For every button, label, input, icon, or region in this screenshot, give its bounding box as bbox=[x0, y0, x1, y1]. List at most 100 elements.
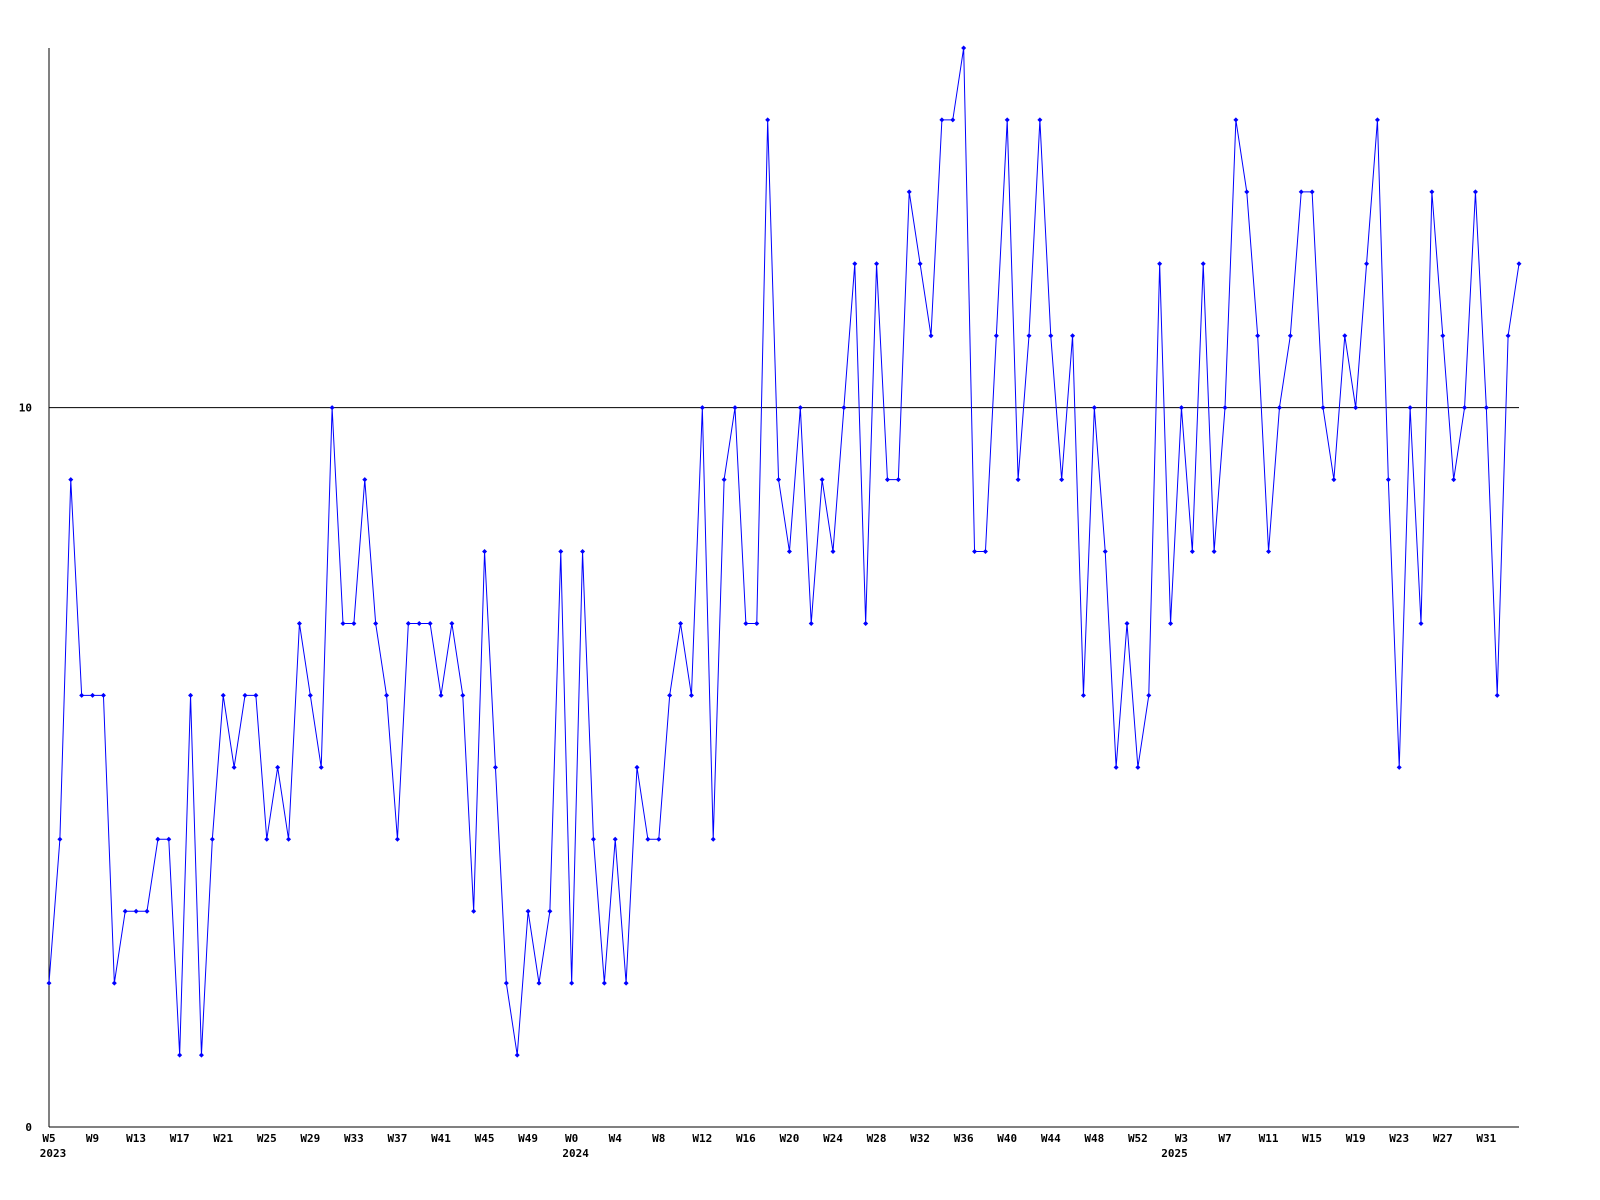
marker bbox=[765, 117, 771, 123]
marker bbox=[90, 692, 96, 698]
x-tick-label: W15 bbox=[1302, 1132, 1322, 1145]
x-tick-label: W16 bbox=[736, 1132, 756, 1145]
marker bbox=[427, 620, 433, 626]
marker bbox=[46, 980, 52, 986]
marker bbox=[688, 692, 694, 698]
marker bbox=[580, 549, 586, 555]
marker bbox=[1189, 549, 1195, 555]
marker bbox=[351, 620, 357, 626]
marker bbox=[460, 692, 466, 698]
marker bbox=[950, 117, 956, 123]
marker bbox=[1146, 692, 1152, 698]
x-tick-label: W17 bbox=[170, 1132, 190, 1145]
marker bbox=[819, 477, 825, 483]
marker bbox=[830, 549, 836, 555]
marker bbox=[1331, 477, 1337, 483]
marker bbox=[884, 477, 890, 483]
marker bbox=[547, 908, 553, 914]
marker bbox=[514, 1052, 520, 1058]
marker bbox=[797, 405, 803, 411]
x-tick-label: W29 bbox=[300, 1132, 320, 1145]
x-tick-label: W0 bbox=[565, 1132, 578, 1145]
marker bbox=[1026, 333, 1032, 339]
marker bbox=[1276, 405, 1282, 411]
marker bbox=[590, 836, 596, 842]
marker bbox=[188, 692, 194, 698]
marker bbox=[928, 333, 934, 339]
x-tick-label: W23 bbox=[1389, 1132, 1409, 1145]
marker bbox=[808, 620, 814, 626]
marker bbox=[155, 836, 161, 842]
x-tick-label: W24 bbox=[823, 1132, 843, 1145]
marker bbox=[1135, 764, 1141, 770]
x-tick-label: W52 bbox=[1128, 1132, 1148, 1145]
marker bbox=[253, 692, 259, 698]
marker bbox=[1407, 405, 1413, 411]
marker bbox=[111, 980, 117, 986]
year-label: 2024 bbox=[562, 1147, 589, 1160]
x-tick-label: W4 bbox=[609, 1132, 623, 1145]
marker bbox=[1320, 405, 1326, 411]
y-tick-label: 0 bbox=[25, 1121, 32, 1134]
x-tick-label: W27 bbox=[1433, 1132, 1453, 1145]
marker bbox=[1080, 692, 1086, 698]
marker bbox=[1091, 405, 1097, 411]
x-tick-label: W13 bbox=[126, 1132, 146, 1145]
x-tick-label: W20 bbox=[780, 1132, 800, 1145]
marker bbox=[166, 836, 172, 842]
marker bbox=[122, 908, 128, 914]
marker bbox=[634, 764, 640, 770]
marker bbox=[1113, 764, 1119, 770]
marker bbox=[776, 477, 782, 483]
marker bbox=[1070, 333, 1076, 339]
marker bbox=[384, 692, 390, 698]
marker bbox=[852, 261, 858, 267]
marker bbox=[1168, 620, 1174, 626]
marker bbox=[275, 764, 281, 770]
marker bbox=[1505, 333, 1511, 339]
marker bbox=[1298, 189, 1304, 195]
x-tick-label: W45 bbox=[475, 1132, 495, 1145]
marker bbox=[786, 549, 792, 555]
marker bbox=[1385, 477, 1391, 483]
marker bbox=[79, 692, 85, 698]
y-tick-label: 10 bbox=[19, 402, 32, 415]
marker bbox=[612, 836, 618, 842]
marker bbox=[678, 620, 684, 626]
marker bbox=[1494, 692, 1500, 698]
marker bbox=[57, 836, 63, 842]
marker bbox=[318, 764, 324, 770]
marker bbox=[732, 405, 738, 411]
marker bbox=[699, 405, 705, 411]
marker bbox=[1364, 261, 1370, 267]
marker bbox=[394, 836, 400, 842]
marker bbox=[895, 477, 901, 483]
marker bbox=[307, 692, 313, 698]
marker bbox=[1059, 477, 1065, 483]
marker bbox=[841, 405, 847, 411]
marker bbox=[242, 692, 248, 698]
marker bbox=[874, 261, 880, 267]
x-tick-label: W41 bbox=[431, 1132, 451, 1145]
x-tick-label: W40 bbox=[997, 1132, 1017, 1145]
marker bbox=[1102, 549, 1108, 555]
marker bbox=[1255, 333, 1261, 339]
x-tick-label: W7 bbox=[1218, 1132, 1231, 1145]
marker bbox=[721, 477, 727, 483]
year-label: 2025 bbox=[1161, 1147, 1188, 1160]
marker bbox=[177, 1052, 183, 1058]
marker bbox=[558, 549, 564, 555]
marker bbox=[471, 908, 477, 914]
marker bbox=[536, 980, 542, 986]
x-tick-label: W19 bbox=[1346, 1132, 1366, 1145]
marker bbox=[1353, 405, 1359, 411]
marker bbox=[525, 908, 531, 914]
x-tick-label: W8 bbox=[652, 1132, 665, 1145]
marker bbox=[645, 836, 651, 842]
marker bbox=[405, 620, 411, 626]
year-label: 2023 bbox=[40, 1147, 67, 1160]
x-tick-label: W28 bbox=[867, 1132, 887, 1145]
x-tick-label: W12 bbox=[692, 1132, 712, 1145]
marker bbox=[1418, 620, 1424, 626]
marker bbox=[917, 261, 923, 267]
